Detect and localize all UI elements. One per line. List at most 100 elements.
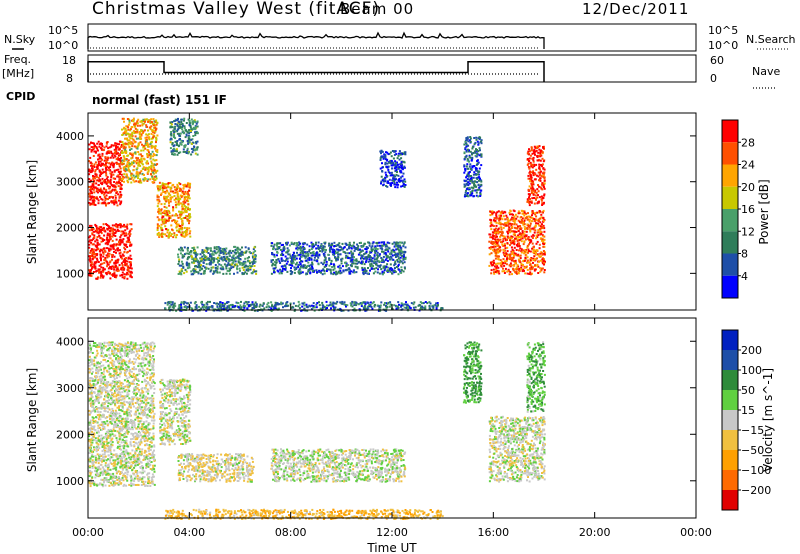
cpid-label: CPID [6,90,35,103]
heatmap-cell [233,259,236,261]
heatmap-cell [351,245,354,248]
heatmap-cell [316,271,318,274]
heatmap-cell [146,180,149,182]
heatmap-cell [102,223,105,226]
heatmap-cell [119,159,122,162]
heatmap-cell [89,161,92,164]
heatmap-cell [397,152,400,155]
heatmap-cell [126,236,129,239]
heatmap-cell [156,151,159,154]
heatmap-cell [343,303,346,306]
heatmap-cell [124,142,127,145]
heatmap-cell [119,176,122,178]
heatmap-cell [90,261,93,264]
heatmap-cell [212,258,215,261]
heatmap-cell [162,221,165,224]
heatmap-cell [101,249,104,252]
heatmap-cell [183,246,186,249]
heatmap-cell [183,193,186,196]
heatmap-cell [298,241,301,244]
heatmap-cell [129,229,132,232]
heatmap-cell [149,153,152,156]
heatmap-cell [120,144,123,146]
heatmap-cell [115,243,118,246]
heatmap-cell [113,228,116,231]
heatmap-cell [172,306,175,309]
heatmap-cell [155,141,157,144]
heatmap-cell [131,137,134,140]
heatmap-cell [301,242,304,245]
heatmap-cell [317,256,320,259]
heatmap-cell [258,305,261,308]
heatmap-cell [261,304,264,307]
heatmap-cell [386,263,389,266]
heatmap-cell [186,229,189,232]
heatmap-cell [120,146,123,148]
heatmap-cell [376,244,379,247]
heatmap-cell [122,143,125,146]
heatmap-cell [156,185,159,188]
heatmap-cell [146,172,149,175]
heatmap-cell [100,162,103,165]
heatmap-cell [108,225,111,228]
heatmap-cell [124,146,127,149]
heatmap-cell [170,126,173,129]
heatmap-cell [90,197,93,200]
heatmap-cell [380,152,382,155]
heatmap-cell [173,234,176,237]
heatmap-cell [384,176,387,179]
heatmap-cell [110,200,113,203]
heatmap-cell [280,257,283,260]
heatmap-cell [394,263,397,266]
heatmap-cell [136,120,139,123]
heatmap-cell [205,250,208,253]
heatmap-cell [141,160,144,163]
heatmap-cell [149,167,152,170]
heatmap-cell [100,259,102,262]
nsky-right-tick-bottom: 10^0 [708,39,738,52]
heatmap-cell [295,244,298,247]
heatmap-cell [531,214,533,217]
heatmap-cell [337,258,339,261]
heatmap-cell [333,245,336,248]
heatmap-cell [538,243,541,246]
heatmap-cell [126,223,129,226]
heatmap-cell [394,186,397,189]
heatmap-cell [382,266,385,269]
heatmap-cell [137,143,140,146]
heatmap-cell [122,147,125,150]
heatmap-cell [101,163,104,166]
heatmap-cell [526,246,529,249]
heatmap-cell [101,262,104,265]
heatmap-cell [108,150,111,153]
heatmap-cell [529,230,532,233]
heatmap-cell [401,254,404,257]
heatmap-cell [319,307,322,310]
heatmap-cell [387,250,390,253]
heatmap-cell [97,268,100,271]
heatmap-cell [274,307,277,310]
heatmap-cell [414,306,417,309]
heatmap-cell [191,123,194,126]
heatmap-cell [386,166,389,169]
heatmap-cell [108,162,111,165]
heatmap-cell [172,206,175,209]
heatmap-cell [95,249,97,252]
heatmap-cell [271,252,274,255]
heatmap-cell [125,125,128,128]
heatmap-cell [215,246,218,248]
heatmap-cell [349,302,352,305]
heatmap-cell [302,252,305,255]
heatmap-cell [146,134,149,137]
heatmap-cell [392,176,395,179]
heatmap-cell [150,146,153,149]
heatmap-cell [181,249,184,252]
heatmap-cell [96,277,99,280]
heatmap-cell [140,181,143,184]
heatmap-cell [137,118,140,121]
heatmap-cell [141,143,143,146]
heatmap-cell [153,126,156,129]
heatmap-cell [152,155,155,158]
heatmap-cell [490,269,493,272]
heatmap-cell [107,271,110,274]
